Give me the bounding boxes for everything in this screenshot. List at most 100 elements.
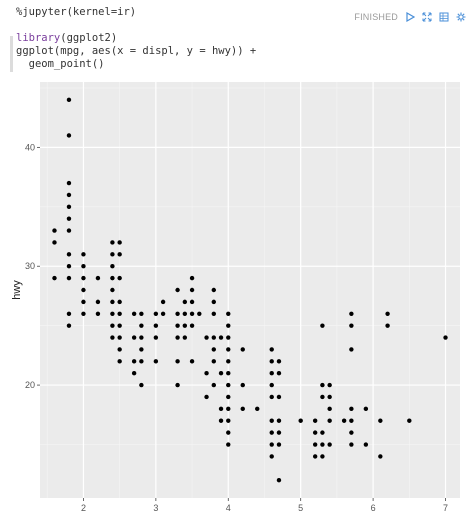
y-axis-label: hwy xyxy=(11,280,23,300)
expand-icon[interactable] xyxy=(422,12,432,22)
settings-icon[interactable] xyxy=(456,12,466,22)
data-point xyxy=(52,228,57,233)
data-point xyxy=(139,335,144,340)
data-point xyxy=(110,323,115,328)
data-point xyxy=(378,454,383,459)
code-line: geom_point() xyxy=(16,58,256,71)
data-point xyxy=(240,382,245,388)
data-point xyxy=(276,477,282,483)
data-point xyxy=(117,240,122,245)
code-segment: %jupyter(kernel=ir) xyxy=(16,6,137,18)
data-point xyxy=(276,418,282,423)
data-point xyxy=(139,347,144,352)
data-point xyxy=(110,252,115,257)
code-segment: geom_point() xyxy=(16,58,105,70)
x-tick-label: 6 xyxy=(371,503,376,513)
data-point xyxy=(226,442,231,447)
data-point xyxy=(269,359,274,364)
data-point xyxy=(117,335,122,340)
data-point xyxy=(320,323,325,328)
data-point xyxy=(349,347,354,352)
x-tick-label: 3 xyxy=(153,503,158,513)
data-point xyxy=(211,347,216,352)
data-point xyxy=(349,418,354,423)
code-gutter-bar xyxy=(10,36,13,72)
data-point xyxy=(66,204,72,209)
data-point xyxy=(327,406,332,412)
data-point xyxy=(269,382,274,388)
data-point xyxy=(211,382,216,388)
data-point xyxy=(66,97,72,103)
data-point xyxy=(117,275,122,281)
data-point xyxy=(276,442,282,447)
data-point xyxy=(117,323,122,328)
data-point xyxy=(110,240,115,245)
data-point xyxy=(240,406,245,412)
data-point xyxy=(226,394,231,400)
data-point xyxy=(327,382,332,388)
data-point xyxy=(255,406,260,412)
y-tick-label: 20 xyxy=(25,380,35,390)
data-point xyxy=(312,442,318,447)
data-point xyxy=(349,406,354,412)
data-point xyxy=(110,335,115,340)
data-point xyxy=(95,311,101,316)
data-point xyxy=(341,418,347,423)
data-point xyxy=(312,418,318,423)
data-point xyxy=(131,311,137,316)
data-point xyxy=(153,311,159,316)
plot-output: 2 3 4 5 6 7 20 30 40 hwy xyxy=(0,76,474,519)
status-label: FINISHED xyxy=(354,12,398,22)
data-point xyxy=(218,371,224,376)
data-point xyxy=(110,287,115,293)
data-point xyxy=(211,287,216,293)
data-point xyxy=(327,442,332,447)
data-point xyxy=(226,311,231,316)
cell-toolbar: FINISHED xyxy=(354,12,466,22)
data-point xyxy=(52,240,57,245)
data-point xyxy=(189,275,195,281)
code-editor[interactable]: %jupyter(kernel=ir) library(ggplot2) ggplo… xyxy=(10,6,470,72)
code-segment: (ggplot2) xyxy=(60,32,118,44)
data-point xyxy=(276,359,282,364)
data-point xyxy=(226,406,231,412)
data-point xyxy=(139,382,144,388)
table-icon[interactable] xyxy=(439,12,449,22)
data-point xyxy=(189,359,195,364)
data-point xyxy=(226,335,231,340)
data-point xyxy=(175,323,180,328)
data-point xyxy=(363,442,369,447)
data-point xyxy=(153,359,159,364)
data-point xyxy=(363,406,369,412)
data-point xyxy=(226,418,231,423)
scatter-plot: 2 3 4 5 6 7 20 30 40 hwy xyxy=(11,82,460,513)
data-point xyxy=(226,430,231,435)
data-point xyxy=(95,275,101,281)
data-point xyxy=(81,252,86,257)
data-point xyxy=(226,382,231,388)
data-point xyxy=(153,323,159,328)
data-point xyxy=(226,323,231,328)
code-text[interactable]: %jupyter(kernel=ir) library(ggplot2) ggplo… xyxy=(16,6,256,71)
data-point xyxy=(139,311,144,316)
run-icon[interactable] xyxy=(405,12,415,22)
data-point xyxy=(211,335,216,340)
data-point xyxy=(66,264,72,269)
data-point xyxy=(81,264,86,269)
data-point xyxy=(197,311,202,316)
code-line: ggplot(mpg, aes(x = displ, y = hwy)) + xyxy=(16,45,256,58)
data-point xyxy=(269,442,274,447)
data-point xyxy=(131,335,137,340)
data-point xyxy=(160,299,166,305)
data-point xyxy=(81,299,86,305)
data-point xyxy=(66,180,72,186)
data-point xyxy=(276,394,282,400)
data-point xyxy=(269,454,274,459)
data-point xyxy=(218,406,224,412)
data-point xyxy=(269,347,274,352)
data-point xyxy=(320,382,325,388)
data-point xyxy=(218,418,224,423)
data-point xyxy=(385,323,390,328)
data-point xyxy=(95,299,101,305)
